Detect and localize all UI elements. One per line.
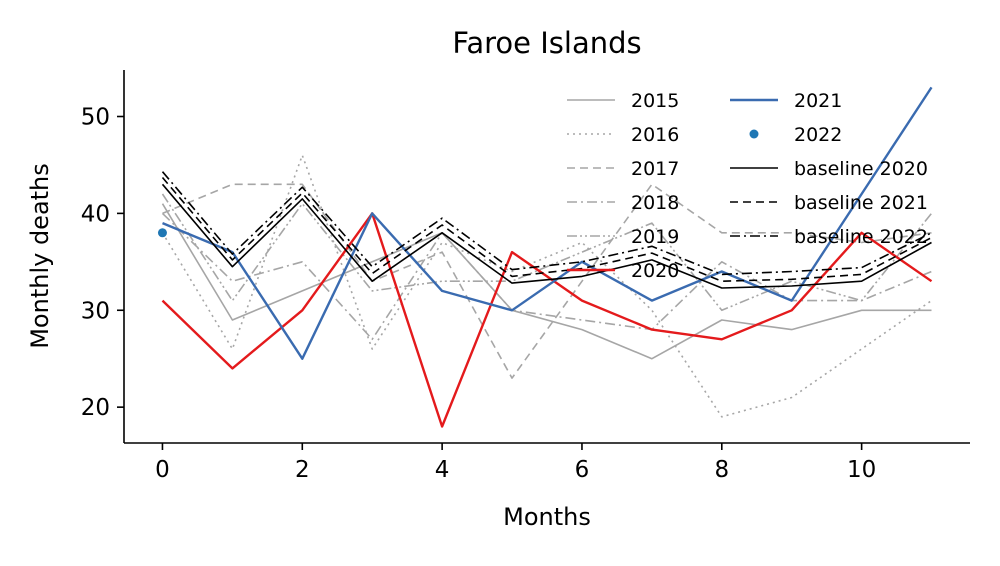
- series-line-2015: [161, 203, 932, 360]
- series-line-baseline-2022: [161, 171, 932, 276]
- y-tick-label: 30: [81, 298, 110, 324]
- axes: [123, 70, 970, 444]
- legend-label-2022: 2022: [794, 124, 842, 146]
- chart-title: Faroe Islands: [452, 26, 641, 60]
- y-axis-label: Monthly deaths: [26, 163, 54, 349]
- legend-label-2015: 2015: [631, 90, 679, 112]
- y-axis-ticks: 20 30 40 50: [81, 105, 124, 421]
- legend-label-2020: 2020: [631, 260, 679, 282]
- series-line-2016: [161, 154, 932, 418]
- x-tick-label: 8: [714, 457, 729, 483]
- x-tick-label: 0: [155, 457, 170, 483]
- legend-label-baseline-2021: baseline 2021: [794, 192, 928, 214]
- x-axis-ticks: 0 2 4 6 8 10: [155, 443, 876, 483]
- series-line-2018: [161, 212, 932, 341]
- x-axis-label: Months: [503, 503, 591, 531]
- x-tick-label: 2: [295, 457, 310, 483]
- series-line-2021: [162, 86, 933, 360]
- legend-label-2018: 2018: [631, 192, 679, 214]
- legend-label-baseline-2022: baseline 2022: [794, 226, 928, 248]
- series-line-2019: [161, 193, 933, 312]
- y-tick-label: 20: [81, 395, 110, 421]
- series-point-2022: [157, 228, 167, 238]
- x-tick-label: 4: [435, 457, 450, 483]
- legend-label-baseline-2020: baseline 2020: [794, 158, 928, 180]
- series-lines: [157, 86, 933, 428]
- series-line-2020: [161, 212, 933, 428]
- series-line-baseline-2021: [161, 176, 932, 283]
- legend-label-2016: 2016: [631, 124, 679, 146]
- legend-marker-2022: [749, 129, 759, 139]
- legend-label-2021: 2021: [794, 90, 842, 112]
- x-tick-label: 6: [575, 457, 590, 483]
- series-line-baseline-2020: [161, 183, 932, 289]
- legend: 2015 2016 2017 2018 2019 2020 2021 2022 baseline…: [567, 90, 928, 282]
- y-tick-label: 50: [81, 105, 110, 131]
- y-tick-label: 40: [81, 201, 110, 227]
- legend-label-2017: 2017: [631, 158, 679, 180]
- legend-label-2019: 2019: [631, 226, 679, 248]
- x-tick-label: 10: [847, 457, 876, 483]
- series-line-2017: [162, 183, 932, 379]
